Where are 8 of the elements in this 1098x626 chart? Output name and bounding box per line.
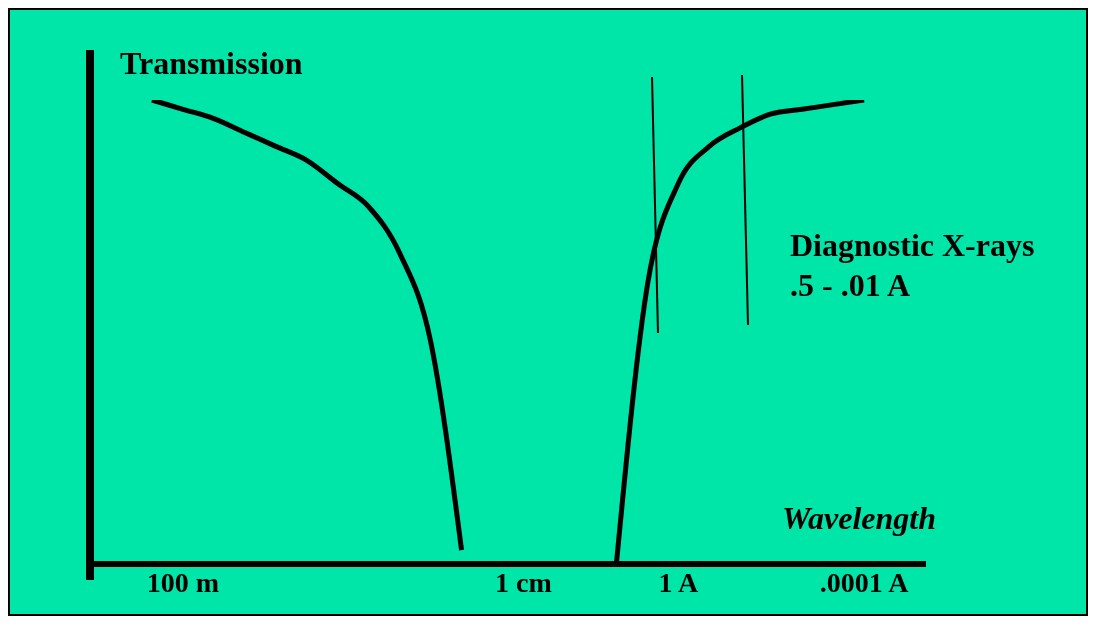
annotation: Diagnostic X-rays	[790, 226, 1035, 265]
x-tick-label: 1 cm	[495, 566, 552, 598]
y-axis-title: Transmission	[120, 45, 303, 82]
annotation: .5 - .01 A	[790, 266, 911, 305]
x-tick-label: 100 m	[146, 566, 220, 598]
x-tick-label: 1 A	[658, 566, 699, 598]
x-axis-title: Wavelength	[781, 500, 936, 537]
x-tick-label: .0001 A	[819, 566, 910, 598]
